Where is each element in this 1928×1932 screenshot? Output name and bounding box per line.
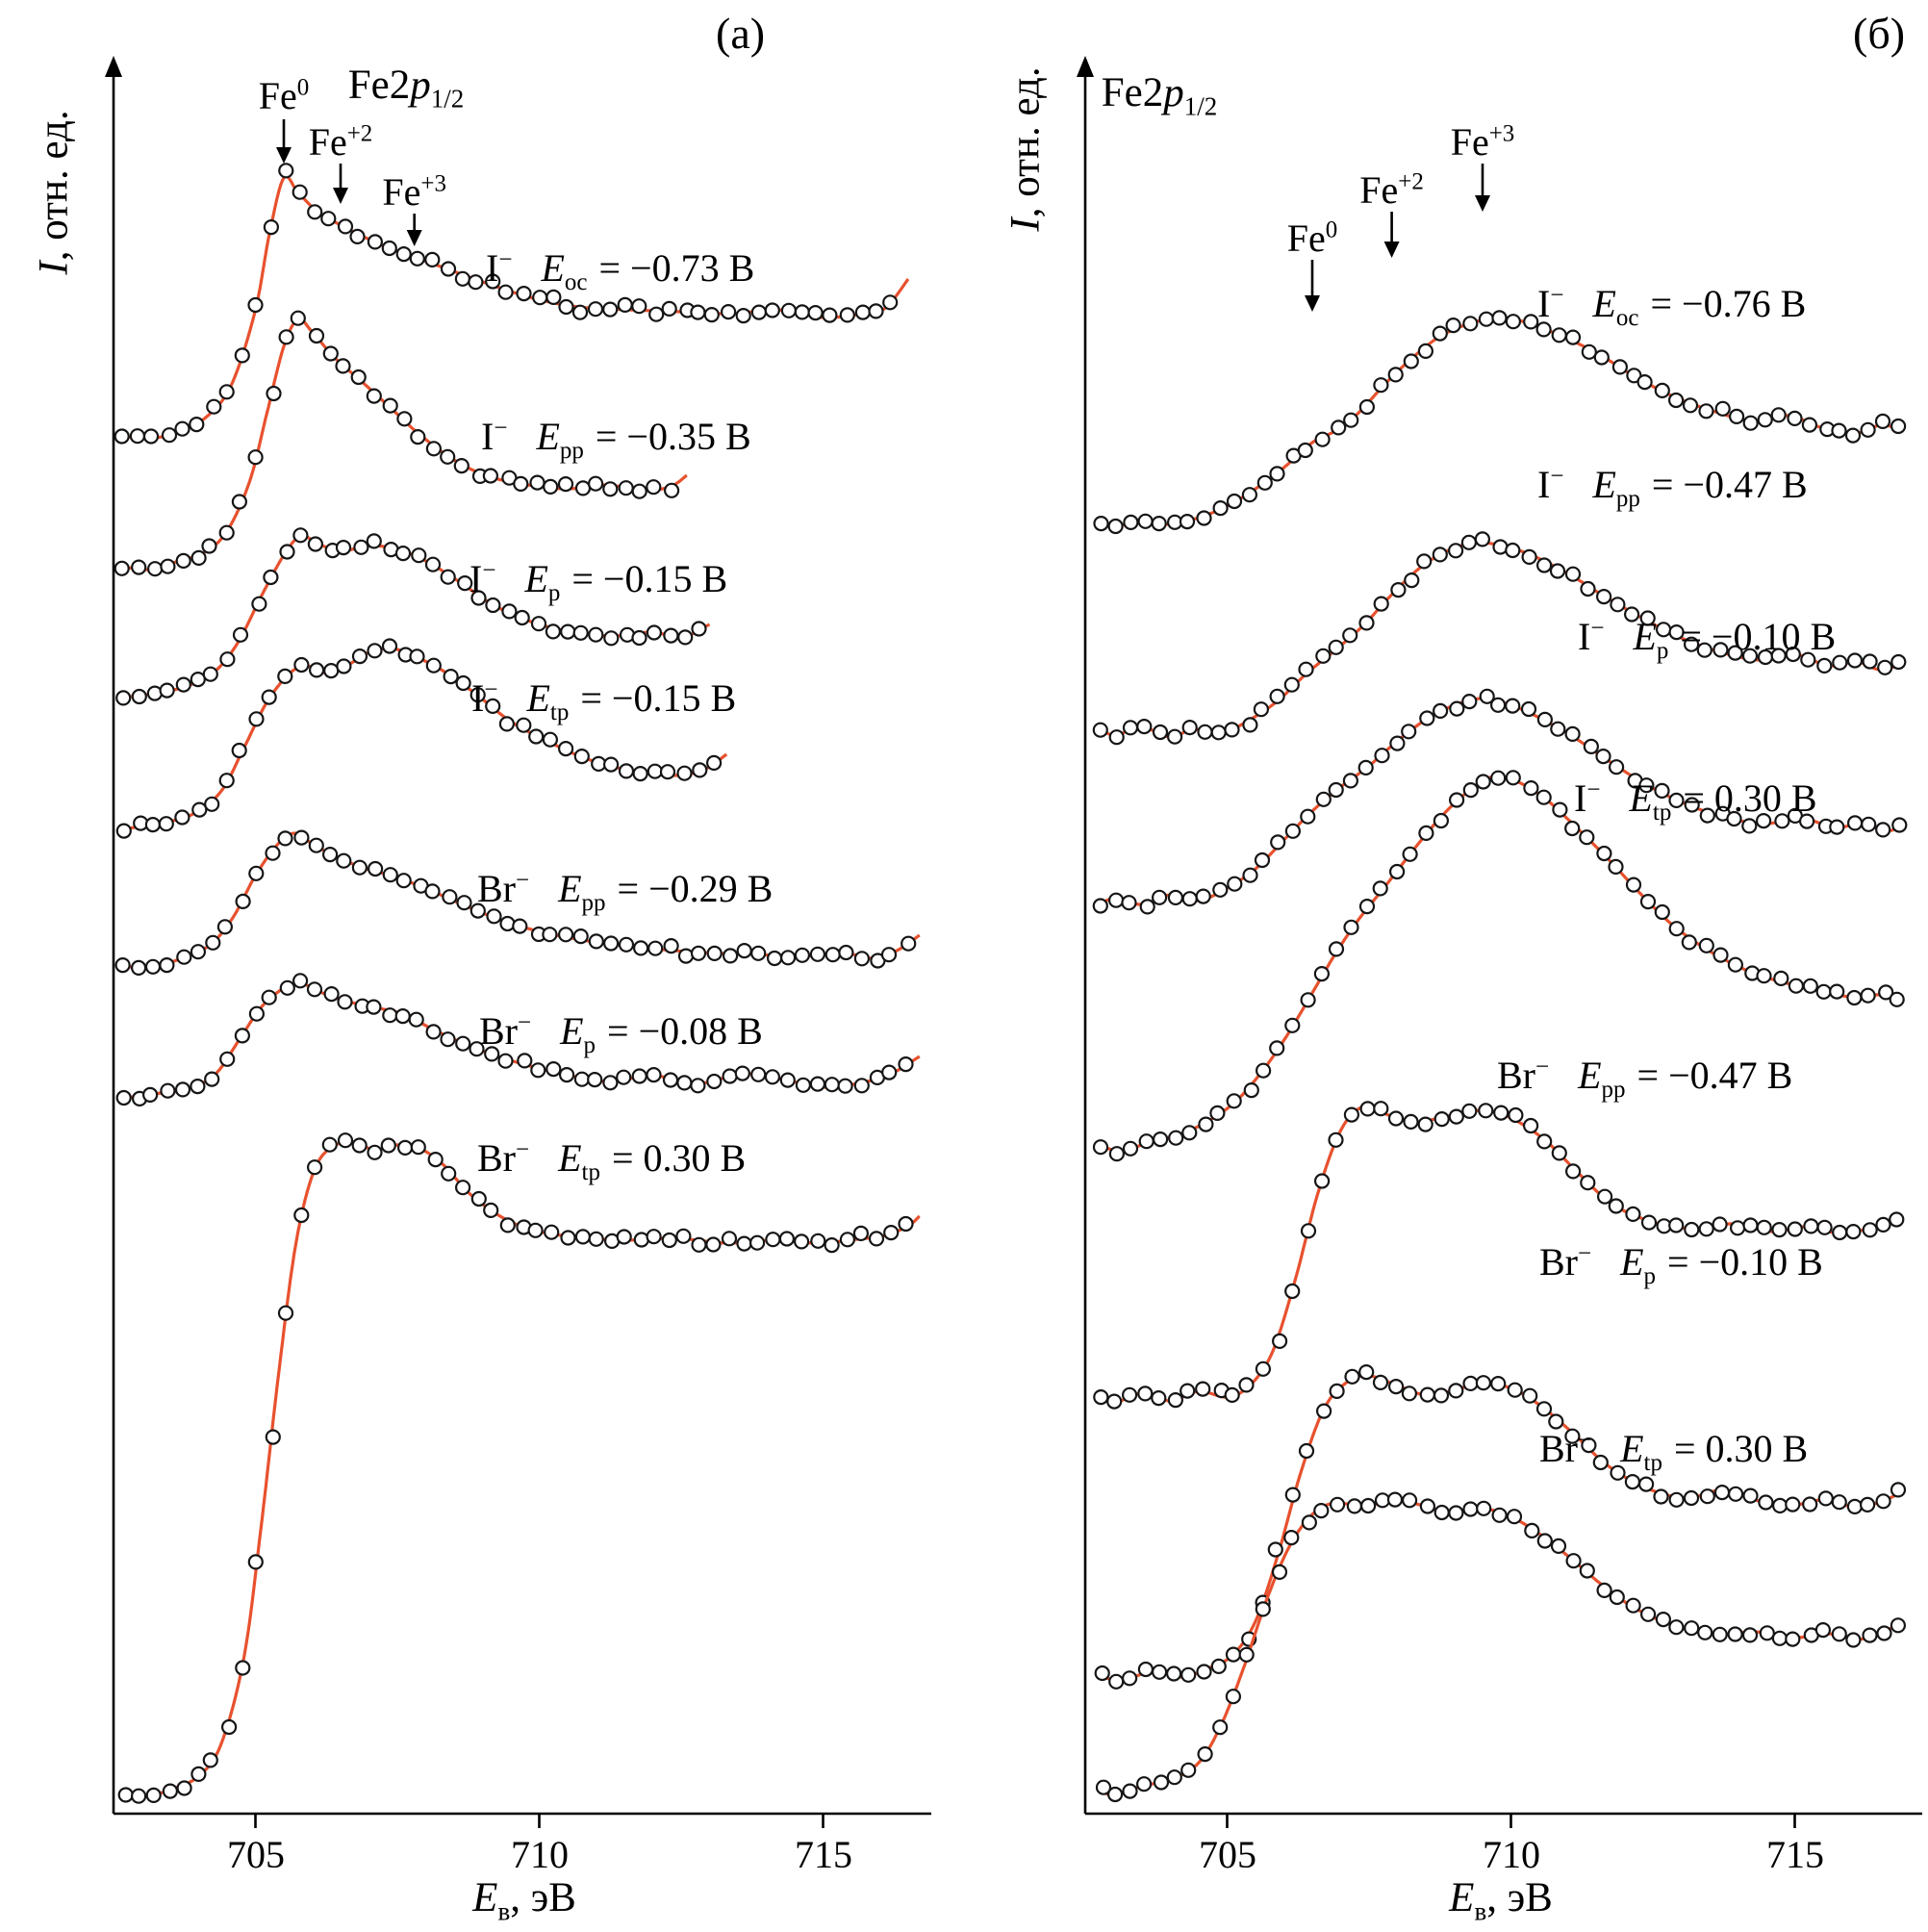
curve-label: I− Etp = 0.30 В [1574, 776, 1817, 826]
curve-label: Br− Ep = −0.08 В [479, 1009, 763, 1058]
fe-state-arrow [1305, 260, 1320, 312]
spectrum-data-points [1092, 688, 1908, 915]
fe-state-arrow [1383, 212, 1400, 258]
fe-state-annotation: Fe+3 [1450, 120, 1515, 164]
panel-a-tick-705: 705 [227, 1833, 285, 1876]
panel-b-title: Fe2p1/2 [1101, 70, 1218, 121]
fe-state-annotation: Fe+2 [308, 120, 373, 164]
curve-label: I− Ep = −0.10 В [1578, 615, 1837, 664]
spectrum-data-points [117, 1132, 914, 1804]
curve-label: Br− Epp = −0.29 В [477, 867, 774, 916]
panel-b-label: (б) [1853, 9, 1906, 58]
panel-a-tick-715: 715 [795, 1833, 852, 1876]
curve-label: Br− Etp = 0.30 В [477, 1136, 747, 1185]
panel-a-title: Fe2p1/2 [347, 63, 465, 114]
spectrum-data-points [114, 829, 917, 977]
fe-state-arrow [1475, 164, 1490, 212]
spectrum-data-points [115, 973, 914, 1107]
panel-a-tick-710: 710 [511, 1833, 569, 1876]
panel-a-x-axis-label: Eв, эВ [472, 1875, 576, 1926]
spectrum-fit-line [1095, 1499, 1904, 1797]
spectrum-data-points [1092, 531, 1907, 746]
curve-label: I− Eoc = −0.73 В [486, 246, 755, 295]
spectrum-data-points [114, 163, 899, 445]
spectrum-data-points [115, 638, 723, 839]
fe-state-arrow [276, 119, 292, 164]
fe-state-arrow [333, 164, 348, 204]
curve-label: I− Eoc = −0.76 В [1537, 282, 1807, 331]
spectrum-data-points [1093, 1101, 1905, 1410]
y-axis-arrow-icon [105, 56, 122, 77]
fe-state-annotation: Fe0 [1286, 216, 1338, 260]
spectrum-data-points [1092, 770, 1905, 1162]
curve-label: I− Epp = −0.35 В [481, 415, 751, 464]
panel-b-x-axis-label: Eв, эВ [1449, 1875, 1553, 1926]
panel-a-axes [105, 56, 931, 1828]
curve-label: I− Etp = −0.15 В [471, 676, 737, 725]
panel-b-axes [1077, 56, 1922, 1828]
y-axis-arrow-icon [1077, 56, 1094, 77]
curve-label: Br− Ep = −0.10 В [1539, 1240, 1823, 1289]
fe-state-arrow [406, 214, 422, 246]
panel-a-y-axis-label: I, отн. ед. [31, 110, 77, 275]
spectrum-data-points [1095, 1491, 1907, 1803]
curve-label: I− Epp = −0.47 В [1537, 463, 1808, 512]
curve-label: Br− Epp = −0.47 В [1497, 1054, 1793, 1103]
panel-b-tick-710: 710 [1483, 1833, 1540, 1876]
spectrum-data-points [1093, 310, 1907, 535]
spectrum-data-points [1094, 1363, 1907, 1690]
panel-b-tick-715: 715 [1766, 1833, 1824, 1876]
spectrum-data-points [114, 310, 680, 577]
spectrum-data-points [115, 527, 707, 706]
panel-b-y-axis-label: I, отн. ед. [1002, 66, 1049, 232]
panel-b-tick-705: 705 [1199, 1833, 1256, 1876]
curve-label: Br− Etp = 0.30 В [1539, 1427, 1809, 1476]
curve-label: I− Ep = −0.15 В [469, 557, 728, 606]
panel-a-label: (а) [716, 9, 766, 58]
fe-state-annotation: Fe0 [258, 74, 310, 117]
fe-state-annotation: Fe+2 [1359, 168, 1424, 212]
fe-state-annotation: Fe+3 [382, 170, 446, 214]
